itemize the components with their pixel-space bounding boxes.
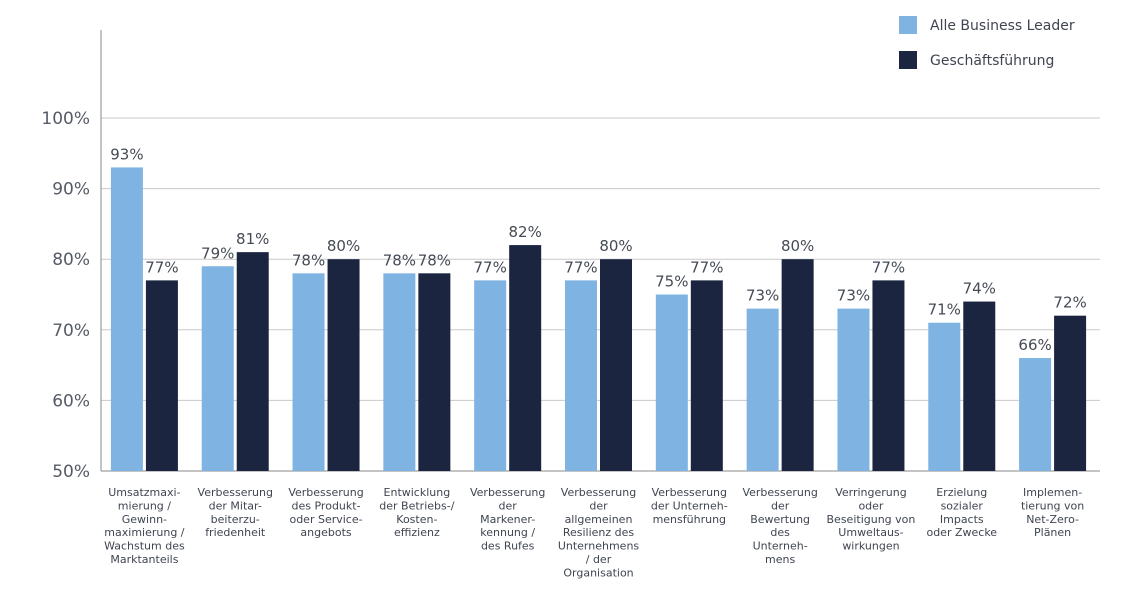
category-label: Verbesserung des Produkt-oder Service-ang… <box>288 486 363 539</box>
bars <box>110 167 1087 472</box>
category-label: Verbesserung der Markener-kennung / des Ruf… <box>470 486 545 553</box>
value-label: 78% <box>383 251 416 269</box>
bar-alle-business-leader <box>655 294 688 471</box>
y-axis-ticks: 50% 60% 70% 80% 90% 100% <box>41 109 90 482</box>
y-tick-label: 80% <box>52 250 90 270</box>
bar-alle-business-leader <box>928 322 961 471</box>
category-label: Verbesserung der Mitar-beiterzu-friedenhe… <box>198 486 273 539</box>
bar-geschaeftsfuehrung <box>145 280 178 471</box>
value-label: 80% <box>599 237 632 255</box>
value-label: 74% <box>963 280 996 298</box>
value-label: 77% <box>145 258 178 276</box>
value-label: 66% <box>1018 336 1051 354</box>
value-labels: 93%77%79%81%78%80%78% 78% 77%82%77%80%75%7… <box>110 145 1087 354</box>
bar-geschaeftsfuehrung <box>872 280 905 471</box>
value-label: 71% <box>928 301 961 319</box>
category-label: Implemen-tierung von Net-Zero-Plänen <box>1021 486 1084 539</box>
category-label: Entwicklung der Betriebs-/Kosten-effizien… <box>379 486 454 539</box>
bar-alle-business-leader <box>383 273 416 471</box>
value-label: 77% <box>474 258 507 276</box>
bar-alle-business-leader <box>474 280 507 471</box>
value-label: 77% <box>690 258 723 276</box>
value-label: 78% <box>292 251 325 269</box>
bar-geschaeftsfuehrung <box>963 301 996 471</box>
category-labels: Umsatzmaxi-mierung / Gewinn-maximierung /… <box>104 486 1084 579</box>
bar-alle-business-leader <box>1019 358 1052 471</box>
legend-swatch-gf <box>899 51 917 69</box>
value-label: 77% <box>564 258 597 276</box>
value-label: 77% <box>872 258 905 276</box>
value-label: 72% <box>1053 294 1086 312</box>
category-label: Verringerung oder Beseitigung von Umweltaus… <box>827 486 916 553</box>
value-label: 93% <box>110 145 143 163</box>
bar-alle-business-leader <box>837 308 870 471</box>
y-tick-label: 50% <box>52 462 90 482</box>
category-label: Erzielung sozialer Impacts oder Zwecke <box>926 486 997 539</box>
bar-alle-business-leader <box>201 266 234 471</box>
y-tick-label: 90% <box>52 180 90 200</box>
category-label: Verbesserung der Unterneh-mensführung <box>651 486 728 526</box>
bar-alle-business-leader <box>746 308 779 471</box>
value-label: 73% <box>837 287 870 305</box>
value-label: 81% <box>236 230 269 248</box>
bar-alle-business-leader <box>110 167 143 472</box>
category-label: Verbesserung der allgemeinen Resilienz des U… <box>558 486 640 579</box>
value-label: 80% <box>327 237 360 255</box>
y-tick-label: 70% <box>52 321 90 341</box>
bar-geschaeftsfuehrung <box>509 245 542 471</box>
category-label: Umsatzmaxi-mierung / Gewinn-maximierung /… <box>104 486 185 566</box>
bar-geschaeftsfuehrung <box>600 259 632 471</box>
bar-geschaeftsfuehrung <box>236 252 269 471</box>
value-label: 80% <box>781 237 814 255</box>
category-label: Verbesserung der Bewertung des Unterneh-mens <box>742 486 817 566</box>
bar-geschaeftsfuehrung <box>781 259 814 471</box>
legend-swatch-alle <box>899 16 917 34</box>
value-label: 78% <box>418 251 451 269</box>
bar-geschaeftsfuehrung <box>1054 315 1087 471</box>
bar-geschaeftsfuehrung <box>327 259 360 471</box>
y-tick-label: 60% <box>52 391 90 411</box>
bar-alle-business-leader <box>292 273 325 471</box>
bar-alle-business-leader <box>565 280 597 471</box>
value-label: 73% <box>746 287 779 305</box>
bar-geschaeftsfuehrung <box>418 273 451 471</box>
value-label: 79% <box>201 244 234 262</box>
bar-geschaeftsfuehrung <box>690 280 723 471</box>
legend: Alle Business Leader Geschäftsführung <box>899 16 1075 69</box>
value-label: 75% <box>655 273 688 291</box>
legend-label: Geschäftsführung <box>930 53 1054 69</box>
y-tick-label: 100% <box>41 109 90 129</box>
value-label: 82% <box>509 223 542 241</box>
legend-label: Alle Business Leader <box>930 18 1075 34</box>
